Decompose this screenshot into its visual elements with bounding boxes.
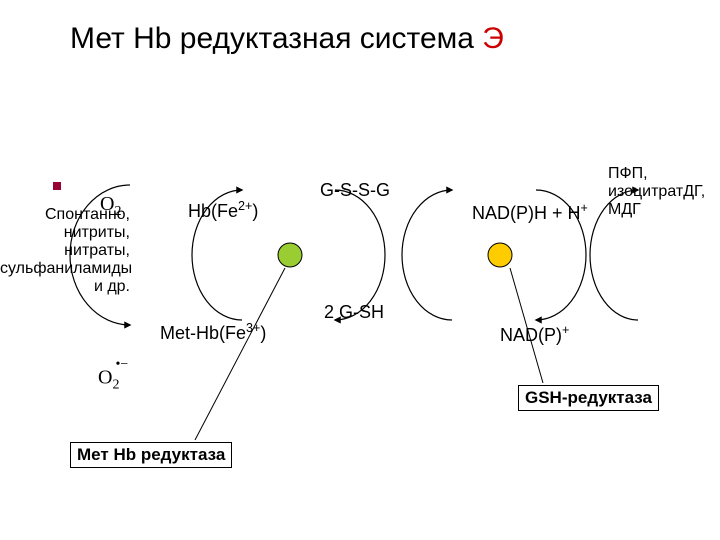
label-o2-neg: O2•− — [78, 342, 132, 417]
label-pfp: ПФП, изоцитратДГ, МДГ — [608, 165, 705, 219]
box-methb-reductase: Мет Hb редуктаза — [70, 442, 232, 468]
label-nadphh: NAD(P)H + H+ — [452, 180, 588, 245]
slide-canvas: Мет Hb редуктазная система Э O2 O2•− Hb(… — [0, 0, 720, 540]
label-methbfe3: Met-Hb(Fe3+) — [140, 300, 266, 365]
title-accent: Э — [482, 22, 504, 55]
label-sources: Спонтанно, нитриты, нитраты, сульфанилам… — [0, 206, 130, 296]
slide-title: Мет Hb редуктазная система Э — [70, 22, 504, 56]
bullet-icon — [53, 182, 61, 190]
label-hbfe2: Hb(Fe2+) — [168, 178, 258, 243]
label-nadp: NAD(P)+ — [480, 302, 569, 367]
title-main: Мет Hb редуктазная система — [70, 22, 482, 55]
label-gssg: G-S-S-G — [320, 180, 390, 201]
box-gsh-reductase: GSH-редуктаза — [518, 385, 659, 411]
label-gsh2: 2 G-SH — [324, 302, 384, 323]
